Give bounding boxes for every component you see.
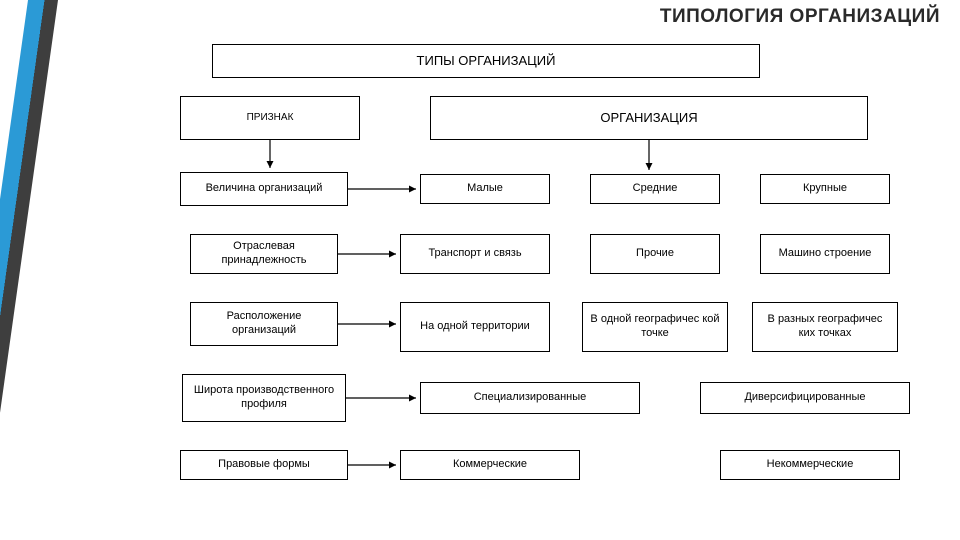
- row-label: Расположение организаций: [190, 302, 338, 346]
- row-cell: Коммерческие: [400, 450, 580, 480]
- row-cell: Транспорт и связь: [400, 234, 550, 274]
- row-cell: Машино строение: [760, 234, 890, 274]
- row-cell: Специализированные: [420, 382, 640, 414]
- row-cell: Диверсифицированные: [700, 382, 910, 414]
- row-cell: Некоммерческие: [720, 450, 900, 480]
- row-cell: В разных географичес ких точках: [752, 302, 898, 352]
- row-label: Правовые формы: [180, 450, 348, 480]
- row-label: Величина организаций: [180, 172, 348, 206]
- row-cell: Крупные: [760, 174, 890, 204]
- root-box: ТИПЫ ОРГАНИЗАЦИЙ: [212, 44, 760, 78]
- row-cell: Прочие: [590, 234, 720, 274]
- row-cell: На одной территории: [400, 302, 550, 352]
- row-cell: Малые: [420, 174, 550, 204]
- accent-stripe: [0, 0, 58, 540]
- row-label: Отраслевая принадлежность: [190, 234, 338, 274]
- row-cell: В одной географичес кой точке: [582, 302, 728, 352]
- page-title: ТИПОЛОГИЯ ОРГАНИЗАЦИЙ: [660, 6, 940, 28]
- row-cell: Средние: [590, 174, 720, 204]
- col-header-left: ПРИЗНАК: [180, 96, 360, 140]
- row-label: Широта производственного профиля: [182, 374, 346, 422]
- col-header-right: ОРГАНИЗАЦИЯ: [430, 96, 868, 140]
